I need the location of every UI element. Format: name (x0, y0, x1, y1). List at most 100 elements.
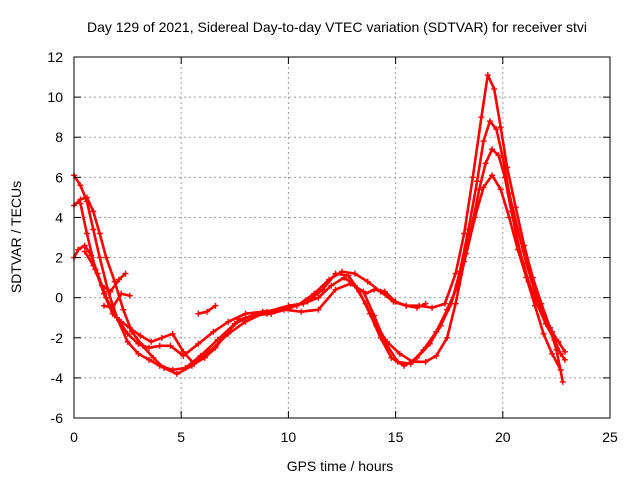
data-point (461, 230, 468, 237)
x-tick-label: 15 (388, 429, 404, 445)
data-point (482, 160, 489, 167)
data-point (403, 302, 410, 309)
data-point (242, 310, 249, 317)
data-point (81, 248, 88, 255)
series-track-6 (101, 290, 133, 311)
data-point (124, 338, 131, 345)
data-point (126, 324, 133, 331)
data-point (484, 72, 491, 79)
data-point (529, 274, 536, 281)
x-tick-label: 20 (495, 429, 511, 445)
data-point (422, 358, 429, 365)
data-point (101, 302, 108, 309)
data-point (167, 342, 174, 349)
data-point (77, 200, 84, 207)
series-track-5 (81, 248, 129, 295)
data-point (555, 338, 562, 345)
data-point (298, 308, 305, 315)
data-point (223, 330, 230, 337)
data-point (90, 226, 97, 233)
data-point (471, 214, 478, 221)
data-point (109, 304, 116, 311)
y-tick-label: 2 (55, 250, 63, 266)
data-point (444, 334, 451, 341)
data-point (561, 348, 568, 355)
data-point (429, 304, 436, 311)
data-point (158, 334, 165, 341)
data-point (212, 302, 219, 309)
y-tick-label: 6 (55, 169, 63, 185)
data-point (126, 292, 133, 299)
y-tick-label: 0 (55, 290, 63, 306)
data-point (137, 332, 144, 339)
data-point (96, 254, 103, 261)
data-point (521, 242, 528, 249)
data-point (433, 328, 440, 335)
series-track-1 (71, 146, 568, 377)
data-point (332, 286, 339, 293)
series-track-4 (77, 172, 564, 373)
data-point (210, 328, 217, 335)
data-point (351, 270, 358, 277)
data-point (90, 208, 97, 215)
data-point (407, 360, 414, 367)
data-point (514, 246, 521, 253)
data-point (146, 344, 153, 351)
data-point (491, 86, 498, 93)
data-point (381, 288, 388, 295)
data-point (452, 270, 459, 277)
data-point (81, 242, 88, 249)
data-point (489, 146, 496, 153)
data-point (120, 306, 127, 313)
data-point (236, 316, 243, 323)
y-tick-label: 10 (47, 89, 63, 105)
data-point (319, 286, 326, 293)
data-point (493, 126, 500, 133)
data-point (98, 282, 105, 289)
series-line (102, 292, 131, 309)
data-point (420, 346, 427, 353)
plot-frame (73, 56, 611, 419)
data-point (433, 352, 440, 359)
data-point (201, 354, 208, 361)
data-point (561, 356, 568, 363)
y-tick-label: -4 (51, 370, 64, 386)
data-point (523, 274, 530, 281)
data-point (454, 282, 461, 289)
x-tick-label: 25 (602, 429, 618, 445)
data-point (118, 290, 125, 297)
data-point (214, 336, 221, 343)
y-axis-title: SDTVAR / TECUs (8, 181, 24, 293)
data-point (497, 124, 504, 131)
data-point (293, 302, 300, 309)
data-point (75, 246, 82, 253)
data-point (557, 350, 564, 357)
data-point (118, 318, 125, 325)
data-point (77, 182, 84, 189)
y-tick-label: 12 (47, 49, 63, 65)
data-point (388, 354, 395, 361)
data-point (124, 330, 131, 337)
data-point (546, 324, 553, 331)
data-point (474, 178, 481, 185)
data-point (191, 360, 198, 367)
data-point (512, 204, 519, 211)
data-point (83, 230, 90, 237)
data-point (549, 350, 556, 357)
data-point (263, 310, 270, 317)
data-point (557, 366, 564, 373)
series-track-8 (362, 286, 429, 311)
data-point (156, 362, 163, 369)
data-point (538, 300, 545, 307)
series-track-7 (195, 302, 219, 317)
data-point (366, 310, 373, 317)
data-point (559, 378, 566, 385)
data-point (441, 300, 448, 307)
data-point (381, 338, 388, 345)
data-point (311, 290, 318, 297)
data-point (150, 354, 157, 361)
axes: 0 5 10 15 20 25 -6 -4 -2 0 2 4 6 8 10 12 (47, 49, 618, 445)
data-point (506, 214, 513, 221)
data-point (504, 164, 511, 171)
data-point (396, 350, 403, 357)
